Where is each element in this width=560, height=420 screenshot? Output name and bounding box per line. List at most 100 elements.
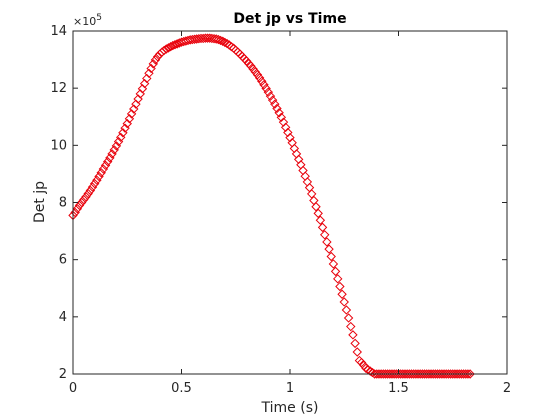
data-point-marker (428, 369, 438, 379)
data-point-marker (272, 103, 282, 114)
data-point-marker (378, 369, 389, 379)
data-point-marker (94, 171, 104, 182)
data-point-marker (402, 369, 412, 379)
data-point-marker (170, 40, 180, 50)
x-tick-label: 0 (69, 381, 77, 396)
data-point-marker (452, 369, 462, 379)
data-point-marker (213, 34, 224, 45)
data-point-marker (313, 208, 323, 219)
data-point-marker (458, 369, 469, 379)
data-point-marker (419, 369, 430, 379)
data-point-marker (265, 91, 276, 101)
data-point-marker (372, 369, 382, 379)
x-tick-label: 2 (503, 381, 511, 396)
data-point-marker (311, 202, 321, 212)
data-point-marker (196, 33, 206, 44)
data-point-marker (222, 38, 232, 49)
data-point-marker (96, 168, 106, 178)
data-point-marker (161, 44, 172, 54)
data-point-marker (385, 369, 395, 379)
data-point-marker (172, 39, 182, 49)
data-point-marker (424, 369, 434, 379)
data-point-marker (376, 369, 386, 379)
scatter-markers (68, 33, 475, 379)
data-point-marker (89, 178, 100, 189)
y-tick-label: 2 (59, 367, 67, 382)
y-tick-label: 12 (50, 81, 67, 96)
data-point-marker (361, 363, 371, 373)
data-point-marker (350, 338, 360, 349)
data-point-marker (343, 313, 354, 323)
data-point-marker (374, 369, 384, 379)
data-point-marker (411, 369, 421, 379)
data-point-marker (326, 251, 336, 262)
data-point-marker (369, 369, 380, 379)
data-point-marker (200, 33, 211, 43)
x-tick-label: 0.5 (171, 381, 192, 396)
data-point-marker (168, 40, 178, 51)
data-point-marker (270, 99, 280, 109)
data-point-marker (408, 369, 419, 379)
data-point-marker (365, 366, 375, 376)
y-tick-label: 8 (59, 196, 67, 211)
data-point-marker (150, 55, 161, 65)
data-point-marker (461, 369, 471, 379)
data-point-marker (348, 330, 358, 340)
data-point-marker (105, 153, 115, 163)
data-point-marker (276, 112, 287, 123)
data-point-marker (306, 189, 317, 199)
data-point-marker (76, 197, 87, 208)
data-point-marker (152, 52, 163, 62)
data-point-marker (315, 215, 326, 225)
data-point-marker (463, 369, 473, 379)
data-point-marker (439, 369, 449, 379)
data-point-marker (352, 347, 362, 357)
data-point-marker (220, 37, 230, 48)
data-point-marker (346, 321, 356, 332)
data-point-marker (448, 369, 458, 379)
data-point-marker (81, 192, 91, 202)
data-point-marker (74, 200, 85, 211)
y-tick-label: 10 (50, 138, 67, 153)
y-axis-ticks: 2 4 6 8 10 12 14 (50, 24, 507, 382)
y-axis-label: Det jp (32, 181, 48, 223)
data-point-marker (389, 369, 399, 379)
data-point-marker (274, 108, 284, 118)
data-point-marker (322, 237, 332, 247)
x-tick-label: 1.5 (388, 381, 409, 396)
data-point-marker (337, 289, 347, 299)
data-point-marker (406, 369, 417, 379)
data-point-marker (382, 369, 393, 379)
data-point-marker (215, 35, 226, 46)
y-axis-exponent-value: 5 (96, 13, 102, 23)
data-point-marker (426, 369, 436, 379)
x-axis-label: Time (s) (261, 400, 319, 416)
data-point-marker (417, 369, 428, 379)
data-point-marker (400, 369, 410, 379)
data-point-marker (437, 369, 447, 379)
data-point-marker (430, 369, 441, 379)
data-point-marker (404, 369, 415, 379)
data-point-marker (387, 369, 397, 379)
data-point-marker (445, 369, 456, 379)
data-point-marker (335, 281, 345, 292)
data-point-marker (456, 369, 467, 379)
data-point-marker (92, 175, 102, 185)
data-point-marker (202, 33, 213, 43)
data-point-marker (100, 160, 111, 171)
data-point-marker (98, 164, 109, 174)
data-point-marker (252, 70, 263, 80)
data-point-marker (441, 369, 451, 379)
data-point-marker (109, 145, 119, 155)
data-point-marker (398, 369, 408, 379)
data-point-marker (83, 188, 93, 199)
data-point-marker (317, 222, 328, 233)
x-axis-ticks: 0 0.5 1 1.5 2 (69, 31, 511, 396)
data-point-marker (328, 259, 339, 269)
data-point-marker (267, 95, 278, 105)
data-point-marker (435, 369, 445, 379)
y-tick-label: 4 (59, 310, 67, 325)
data-point-marker (465, 369, 475, 379)
x-tick-label: 1 (286, 381, 294, 396)
data-point-marker (422, 369, 432, 379)
